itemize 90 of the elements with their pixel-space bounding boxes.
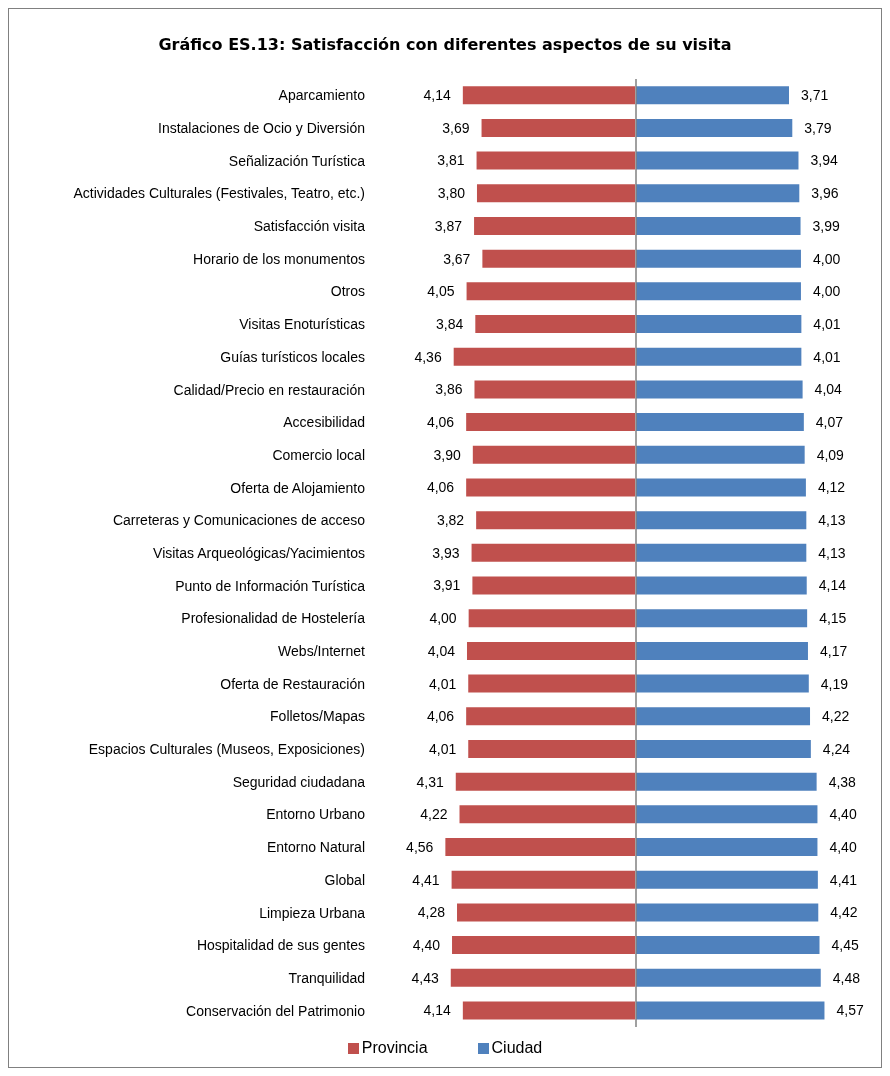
y-tick-label: Profesionalidad de Hostelería — [181, 610, 366, 627]
data-label: 4,41 — [829, 871, 858, 888]
data-label: 4,01 — [428, 740, 457, 757]
data-label: 3,82 — [436, 512, 465, 529]
y-tick-label: Webs/Internet — [278, 643, 366, 660]
y-tick-label: Guías turísticos locales — [220, 348, 365, 365]
data-label: 4,57 — [836, 1002, 864, 1019]
y-tick-label: Punto de Información Turística — [175, 577, 366, 594]
y-tick-label: Espacios Culturales (Museos, Exposiciones) — [88, 741, 365, 758]
data-label: 4,07 — [815, 413, 844, 430]
data-label: 4,48 — [832, 969, 861, 986]
data-label: 4,00 — [812, 250, 841, 267]
y-tick-label: Oferta de Restauración — [220, 675, 365, 692]
data-label: 4,19 — [820, 675, 849, 692]
data-label: 4,42 — [830, 904, 858, 921]
y-tick-label: Entorno Urbano — [266, 806, 366, 823]
y-tick-label: Oferta de Alojamiento — [230, 479, 366, 496]
data-label: 3,87 — [434, 217, 463, 234]
y-tick-label: Global — [324, 871, 365, 888]
y-tick-label: Visitas Arqueológicas/Yacimientos — [153, 544, 365, 561]
data-label: 4,14 — [423, 87, 452, 104]
data-label: 3,84 — [436, 315, 464, 332]
data-label: 4,40 — [829, 838, 857, 855]
data-label: 4,14 — [818, 577, 847, 594]
legend-label: Provincia — [361, 1039, 428, 1057]
data-label: 3,90 — [433, 446, 462, 463]
data-label: 4,40 — [412, 937, 441, 954]
data-label: 4,14 — [423, 1002, 452, 1019]
data-label: 4,00 — [429, 610, 457, 627]
y-tick-label: Horario de los monumentos — [193, 250, 365, 267]
data-label: 4,43 — [411, 969, 439, 986]
data-label: 4,13 — [818, 544, 846, 561]
y-tick-label: Seguridad ciudadana — [232, 773, 366, 790]
data-label: 4,06 — [426, 413, 455, 430]
data-label: 3,91 — [433, 577, 461, 594]
data-label: 4,41 — [412, 871, 440, 888]
data-label: 4,06 — [426, 479, 455, 496]
y-tick-label: Calidad/Precio en restauración — [173, 381, 365, 398]
y-tick-label: Actividades Culturales (Festivales, Teatro, etc.) — [73, 185, 365, 202]
data-label: 4,24 — [822, 740, 851, 757]
y-tick-label: Instalaciones de Ocio y Diversión — [158, 120, 365, 136]
y-tick-label: Satisfacción visita — [253, 218, 366, 235]
data-label: 3,94 — [810, 152, 838, 169]
data-label: 4,40 — [829, 806, 857, 823]
data-label: 3,80 — [437, 185, 466, 202]
data-label: 3,93 — [432, 544, 460, 561]
data-label: 4,13 — [818, 512, 846, 529]
data-label: 3,81 — [437, 152, 465, 169]
data-label: 3,79 — [804, 119, 832, 136]
data-label: 4,00 — [812, 283, 841, 300]
y-tick-label: Visitas Enoturísticas — [239, 316, 365, 333]
y-tick-label: Accesibilidad — [283, 414, 365, 431]
data-label: 4,45 — [831, 937, 859, 954]
data-label: 4,22 — [822, 708, 850, 725]
data-label: 4,17 — [819, 642, 848, 659]
y-tick-label: Señalización Turística — [228, 152, 366, 169]
data-label: 4,04 — [814, 381, 843, 398]
data-label: 4,22 — [420, 806, 448, 823]
data-label: 4,56 — [406, 838, 434, 855]
data-label: 4,12 — [817, 479, 846, 496]
data-label: 4,31 — [416, 773, 444, 790]
data-label: 4,05 — [427, 283, 455, 300]
data-label: 4,04 — [427, 642, 456, 659]
data-label: 3,86 — [435, 381, 463, 398]
chart-title: Gráfico ES.13: Satisfacción con diferentes aspectos de su visita — [158, 34, 732, 54]
y-tick-label: Aparcamiento — [278, 87, 366, 104]
data-label: 4,01 — [428, 675, 457, 692]
data-label: 4,09 — [816, 446, 845, 463]
y-tick-label: Limpieza Urbana — [259, 904, 366, 921]
data-label: 3,67 — [443, 250, 471, 267]
data-label: 4,01 — [813, 315, 841, 332]
data-label: 4,38 — [828, 773, 857, 790]
data-label: 4,01 — [813, 348, 841, 365]
data-label: 3,96 — [811, 185, 839, 202]
data-label: 3,99 — [812, 217, 840, 234]
data-label: 3,69 — [442, 119, 470, 136]
y-tick-label: Carreteras y Comunicaciones de acceso — [112, 512, 366, 529]
y-tick-label: Entorno Natural — [266, 839, 365, 856]
y-tick-label: Hospitalidad de sus gentes — [196, 937, 365, 954]
data-label: 3,71 — [801, 87, 829, 104]
data-label: 4,28 — [417, 904, 446, 921]
legend-label: Ciudad — [491, 1039, 543, 1057]
y-tick-label: Comercio local — [272, 446, 365, 463]
y-tick-label: Otros — [330, 283, 365, 300]
y-tick-label: Folletos/Mapas — [270, 708, 365, 725]
y-tick-label: Tranquilidad — [288, 969, 365, 986]
data-label: 4,36 — [414, 348, 442, 365]
y-tick-label: Conservación del Patrimonio — [186, 1002, 366, 1019]
data-label: 4,06 — [426, 708, 455, 725]
data-label: 4,15 — [819, 610, 847, 627]
